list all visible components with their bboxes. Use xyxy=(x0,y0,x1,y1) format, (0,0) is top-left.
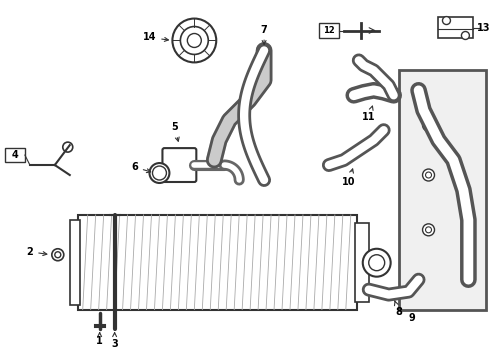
Text: 2: 2 xyxy=(26,247,47,257)
Circle shape xyxy=(422,169,435,181)
Text: 6: 6 xyxy=(131,162,150,172)
Bar xyxy=(70,220,80,305)
Circle shape xyxy=(63,142,73,152)
Circle shape xyxy=(422,119,435,131)
Circle shape xyxy=(180,27,208,54)
Circle shape xyxy=(425,122,432,128)
Circle shape xyxy=(172,19,216,62)
Bar xyxy=(399,70,487,310)
Circle shape xyxy=(462,32,469,40)
Circle shape xyxy=(442,17,450,24)
Circle shape xyxy=(363,249,391,277)
Circle shape xyxy=(52,249,64,261)
Bar xyxy=(319,23,339,39)
Bar xyxy=(439,17,473,39)
Text: 13: 13 xyxy=(477,23,490,32)
Text: 14: 14 xyxy=(143,32,169,42)
Circle shape xyxy=(425,227,432,233)
Circle shape xyxy=(422,224,435,236)
Circle shape xyxy=(187,33,201,48)
Circle shape xyxy=(55,252,61,258)
Text: 1: 1 xyxy=(96,333,103,346)
Bar xyxy=(78,215,357,310)
Circle shape xyxy=(149,163,170,183)
Text: 10: 10 xyxy=(342,169,356,187)
Text: 5: 5 xyxy=(171,122,179,141)
Text: 3: 3 xyxy=(111,333,118,350)
Text: 12: 12 xyxy=(323,26,335,35)
Text: 7: 7 xyxy=(261,24,268,44)
FancyBboxPatch shape xyxy=(163,148,196,182)
Text: 4: 4 xyxy=(12,150,18,160)
Text: 9: 9 xyxy=(408,312,415,323)
Text: 11: 11 xyxy=(362,106,375,122)
Bar xyxy=(5,148,25,162)
Bar xyxy=(355,223,369,302)
Circle shape xyxy=(425,172,432,178)
Circle shape xyxy=(152,166,167,180)
Text: 8: 8 xyxy=(394,301,402,316)
Circle shape xyxy=(369,255,385,271)
